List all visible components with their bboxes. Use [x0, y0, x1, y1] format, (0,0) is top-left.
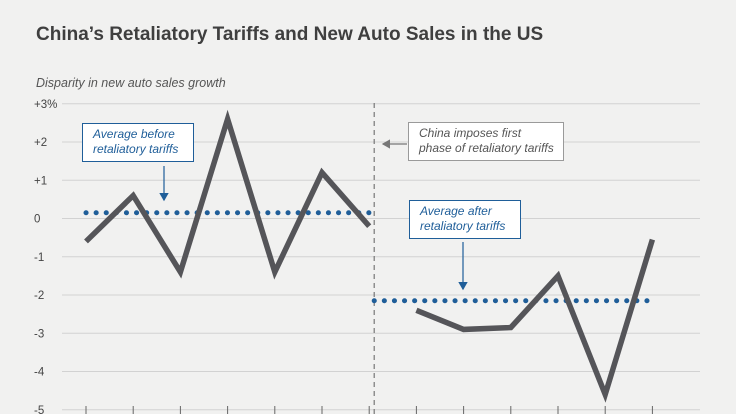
series-line	[84, 109, 372, 280]
y-tick-label: 0	[34, 214, 40, 226]
y-axis-label: Disparity in new auto sales growth	[36, 76, 226, 90]
y-tick-label: -5	[34, 405, 44, 414]
y-tick-label: +1	[34, 175, 47, 187]
tariff-event-callout: China imposes first phase of retaliatory…	[408, 122, 564, 161]
y-tick-label: +2	[34, 137, 47, 149]
y-tick-label: -1	[34, 252, 44, 264]
y-tick-label: +3%	[34, 99, 57, 111]
average-after-callout: Average after retaliatory tariffs	[409, 200, 521, 239]
y-tick-label: -4	[34, 367, 45, 379]
y-tick-label: -2	[34, 290, 44, 302]
average-before-callout: Average before retaliatory tariffs	[82, 123, 194, 162]
y-tick-label: -3	[34, 328, 44, 340]
series-line	[415, 238, 656, 403]
chart-title: China’s Retaliatory Tariffs and New Auto…	[36, 24, 544, 45]
